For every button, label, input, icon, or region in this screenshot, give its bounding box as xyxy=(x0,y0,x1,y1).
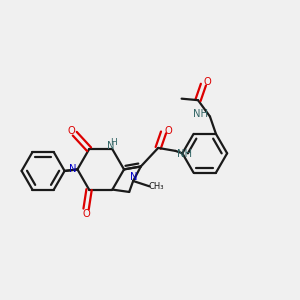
Text: CH₃: CH₃ xyxy=(148,182,164,191)
Text: O: O xyxy=(68,126,76,136)
Text: N: N xyxy=(130,172,137,182)
Text: O: O xyxy=(204,77,212,87)
Text: N: N xyxy=(69,164,76,174)
Text: NH: NH xyxy=(193,109,208,118)
Text: H: H xyxy=(110,138,117,147)
Text: O: O xyxy=(164,126,172,136)
Text: O: O xyxy=(82,209,90,219)
Text: NH: NH xyxy=(177,149,192,160)
Text: N: N xyxy=(107,141,115,151)
